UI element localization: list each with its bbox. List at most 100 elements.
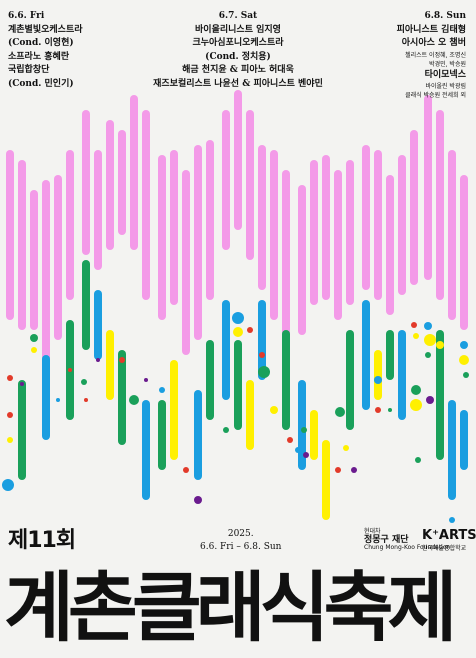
sponsor-logo-karts: K⁺ARTS 한국예술종합학교 bbox=[422, 528, 476, 552]
pink-bar bbox=[222, 110, 230, 250]
day3-program: 6.8. Sun 피아니스트 김태형 아시아스 오 챔버 첼리스트 이정혜, 조… bbox=[397, 10, 466, 100]
sponsor1-sub: Chung Mong-Koo Foundation bbox=[364, 544, 451, 551]
color-dot bbox=[129, 395, 139, 405]
day1-line: 소프라노 홍혜란 bbox=[8, 51, 70, 62]
color-dot bbox=[144, 378, 148, 382]
pink-bar bbox=[118, 130, 126, 235]
day3-line: 피아니스트 김태형 bbox=[396, 24, 466, 35]
edition-label: 제11회 bbox=[8, 528, 76, 553]
color-dot bbox=[463, 372, 469, 378]
day3-small: 클래식 박승원 전세희 외 bbox=[405, 92, 466, 99]
color-dot bbox=[301, 427, 307, 433]
pink-bar bbox=[54, 175, 62, 340]
sponsor2-sub: 한국예술종합학교 bbox=[422, 545, 467, 552]
color-dot bbox=[232, 312, 244, 324]
color-dot bbox=[335, 467, 341, 473]
color-dot bbox=[233, 327, 243, 337]
colored-bar bbox=[158, 400, 166, 470]
festival-range: 6.6. Fri – 6.8. Sun bbox=[200, 542, 282, 552]
color-dot bbox=[459, 355, 469, 365]
pink-bar bbox=[362, 145, 370, 290]
pink-bar bbox=[386, 175, 394, 315]
pink-bar bbox=[410, 130, 418, 285]
color-dot bbox=[159, 387, 165, 393]
pink-bar bbox=[94, 150, 102, 270]
colored-bar bbox=[298, 380, 306, 470]
color-dot bbox=[375, 407, 381, 413]
pink-bar bbox=[322, 155, 330, 300]
day2-program: 6.7. Sat 바이올리니스트 임지영 크누아심포니오케스트라 (Cond. … bbox=[153, 10, 323, 91]
color-dot bbox=[343, 445, 349, 451]
color-dot bbox=[223, 427, 229, 433]
sponsor-logo-foundation: 현대차 정몽구 재단 Chung Mong-Koo Foundation bbox=[364, 528, 450, 552]
colored-bar bbox=[322, 440, 330, 520]
sponsor1-line1: 현대차 bbox=[364, 528, 381, 535]
pink-bar bbox=[18, 160, 26, 330]
pink-bar bbox=[282, 170, 290, 360]
color-dot bbox=[415, 457, 421, 463]
pink-bar bbox=[448, 150, 456, 320]
colored-bar bbox=[448, 400, 456, 500]
colored-bar bbox=[258, 300, 266, 380]
color-dot bbox=[425, 352, 431, 358]
color-dot bbox=[7, 437, 13, 443]
color-dot bbox=[56, 398, 60, 402]
color-dot bbox=[303, 452, 309, 458]
pink-bar bbox=[424, 95, 432, 280]
pink-bar bbox=[436, 110, 444, 300]
pink-bar bbox=[398, 155, 406, 295]
sponsor1-name: 정몽구 재단 bbox=[364, 535, 409, 545]
colored-bar bbox=[234, 340, 242, 430]
day1-line: 국립합창단 bbox=[8, 65, 50, 75]
color-dot bbox=[194, 496, 202, 504]
color-dot bbox=[449, 517, 455, 523]
day1-line: (Cond. 이영현) bbox=[8, 38, 74, 48]
colored-bar bbox=[106, 330, 114, 400]
color-dot bbox=[270, 406, 278, 414]
colored-bar bbox=[386, 330, 394, 380]
color-dot bbox=[68, 368, 72, 372]
colored-bar bbox=[362, 300, 370, 410]
color-dot bbox=[119, 357, 125, 363]
pink-bar bbox=[42, 180, 50, 365]
abstract-score-graphic bbox=[2, 90, 469, 523]
color-dot bbox=[81, 379, 87, 385]
day2-line: (Cond. 정치용) bbox=[205, 51, 271, 62]
day3-small: 박경민, 박승원 bbox=[429, 60, 466, 68]
colored-bar bbox=[194, 390, 202, 480]
day3-small: 바이올린 박광림 bbox=[425, 83, 466, 90]
festival-title: 계촌클래식축제 bbox=[4, 563, 457, 652]
colored-bar bbox=[94, 290, 102, 360]
festival-dates: 2025. 6.6. Fri – 6.8. Sun bbox=[200, 528, 281, 554]
color-dot bbox=[20, 382, 24, 386]
colored-bar bbox=[118, 350, 126, 445]
day1-date: 6.6. Fri bbox=[8, 11, 45, 21]
day2-line: 해금 천지윤 & 피아노 허대욱 bbox=[182, 65, 294, 75]
day1-line: 계촌별빛오케스트라 bbox=[8, 24, 83, 35]
color-dot bbox=[411, 322, 417, 328]
colored-bar bbox=[18, 380, 26, 480]
pink-bar bbox=[170, 150, 178, 305]
color-dot bbox=[413, 333, 419, 339]
day2-line: 바이올리니스트 임지영 bbox=[195, 24, 281, 35]
day2-line: 크누아심포니오케스트라 bbox=[192, 38, 284, 48]
pink-bar bbox=[6, 150, 14, 320]
day3-line: 아시아스 오 챔버 bbox=[401, 38, 466, 48]
colored-bar bbox=[170, 360, 178, 460]
pink-bar bbox=[258, 145, 266, 290]
colored-bar bbox=[374, 350, 382, 400]
color-dot bbox=[30, 334, 38, 342]
color-dot bbox=[247, 327, 253, 333]
color-dot bbox=[84, 398, 88, 402]
pink-bar bbox=[30, 190, 38, 330]
color-dot bbox=[258, 366, 270, 378]
color-dot bbox=[7, 375, 13, 381]
sponsor2-mark: K⁺ARTS bbox=[422, 528, 476, 543]
colored-bar bbox=[346, 330, 354, 430]
colored-bar bbox=[398, 330, 406, 420]
pink-bar bbox=[206, 140, 214, 300]
colored-bar bbox=[436, 330, 444, 460]
color-dot bbox=[460, 341, 468, 349]
colored-bar bbox=[282, 330, 290, 430]
pink-bar bbox=[334, 170, 342, 320]
